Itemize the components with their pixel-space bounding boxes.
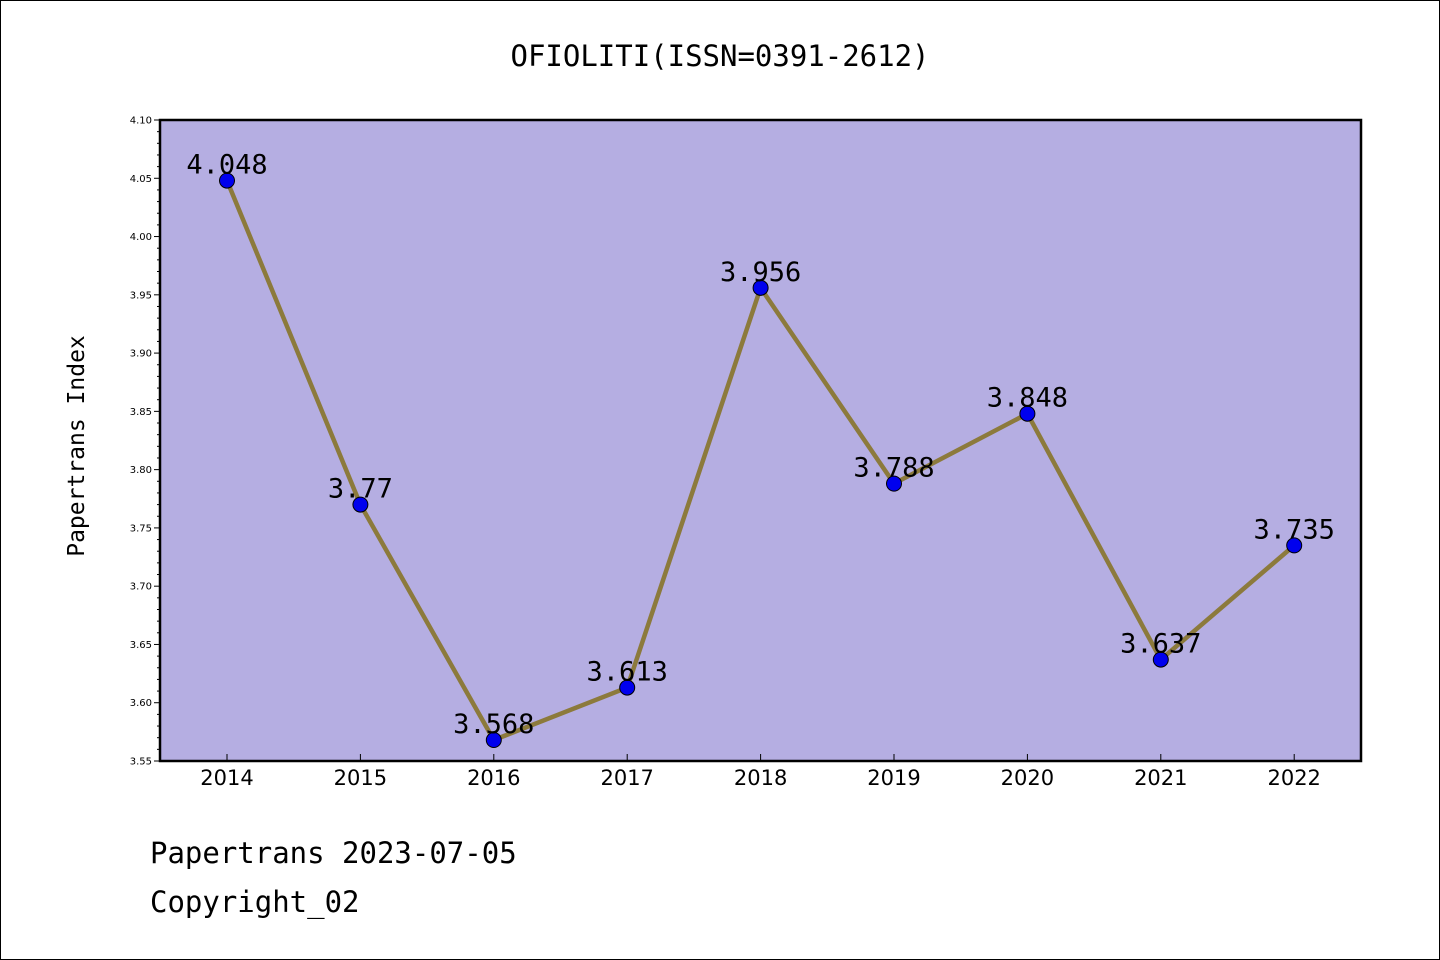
data-point-2022	[1286, 537, 1303, 554]
y-axis-label: Papertrans Index	[64, 335, 90, 557]
x-tick-label: 2017	[600, 766, 653, 790]
y-tick-label: 4.05	[130, 174, 152, 185]
data-point-2021	[1152, 651, 1169, 668]
data-label-2014: 4.048	[186, 150, 267, 181]
x-axis: 2014 2015 2016 2017 2018 2019 2020 2021 2022	[200, 754, 1321, 790]
plot-border	[158, 118, 1363, 763]
y-tick-label: 3.60	[130, 698, 152, 709]
data-label-2020: 3.848	[987, 383, 1068, 414]
data-label-2016: 3.568	[453, 709, 534, 740]
x-tick-label: 2020	[1001, 766, 1054, 790]
footer-date-text: Papertrans 2023-07-05	[150, 836, 517, 870]
series-markers	[219, 172, 1303, 749]
x-tick-label: 2016	[467, 766, 520, 790]
data-label-2022: 3.735	[1254, 514, 1335, 545]
y-tick-label: 3.65	[130, 640, 152, 651]
y-tick-label: 3.70	[130, 582, 152, 593]
data-labels: 4.048 3.77 3.568 3.613 3.956 3.788 3.848 3.637 3…	[186, 150, 1334, 740]
y-tick-label: 3.75	[130, 523, 152, 534]
y-tick-label: 3.90	[130, 349, 152, 360]
x-tick-label: 2015	[334, 766, 387, 790]
x-tick-label: 2019	[867, 766, 920, 790]
footer-copyright-text: Copyright_02	[150, 885, 360, 919]
x-tick-label: 2022	[1267, 766, 1320, 790]
data-label-2018: 3.956	[720, 257, 801, 288]
data-point-2018	[752, 279, 769, 296]
chart-title: OFIOLITI(ISSN=0391-2612)	[510, 39, 929, 73]
y-tick-label: 3.85	[130, 407, 152, 418]
data-point-2019	[886, 475, 902, 492]
y-tick-label: 4.00	[130, 232, 152, 243]
y-tick-label: 3.55	[130, 757, 152, 768]
y-tick-label: 3.80	[130, 465, 152, 476]
data-point-2017	[619, 679, 636, 696]
data-point-2014	[219, 172, 235, 189]
data-point-2016	[485, 732, 502, 749]
data-label-2015: 3.77	[328, 474, 393, 505]
x-tick-label: 2018	[734, 766, 787, 790]
data-point-2015	[352, 496, 369, 513]
x-tick-label: 2021	[1134, 766, 1187, 790]
y-tick-label: 3.95	[130, 290, 152, 301]
y-tick-label: 4.10	[130, 116, 152, 127]
data-label-2019: 3.788	[853, 453, 934, 484]
data-point-2020	[1019, 405, 1036, 422]
data-label-2021: 3.637	[1120, 629, 1201, 660]
x-tick-label: 2014	[200, 766, 253, 790]
data-label-2017: 3.613	[587, 657, 668, 688]
plot-area	[160, 120, 1361, 761]
y-axis: 3.55 3.60 3.65 3.70 3.75 3.80 3.85 3.90 3.95 4.00…	[130, 116, 160, 768]
